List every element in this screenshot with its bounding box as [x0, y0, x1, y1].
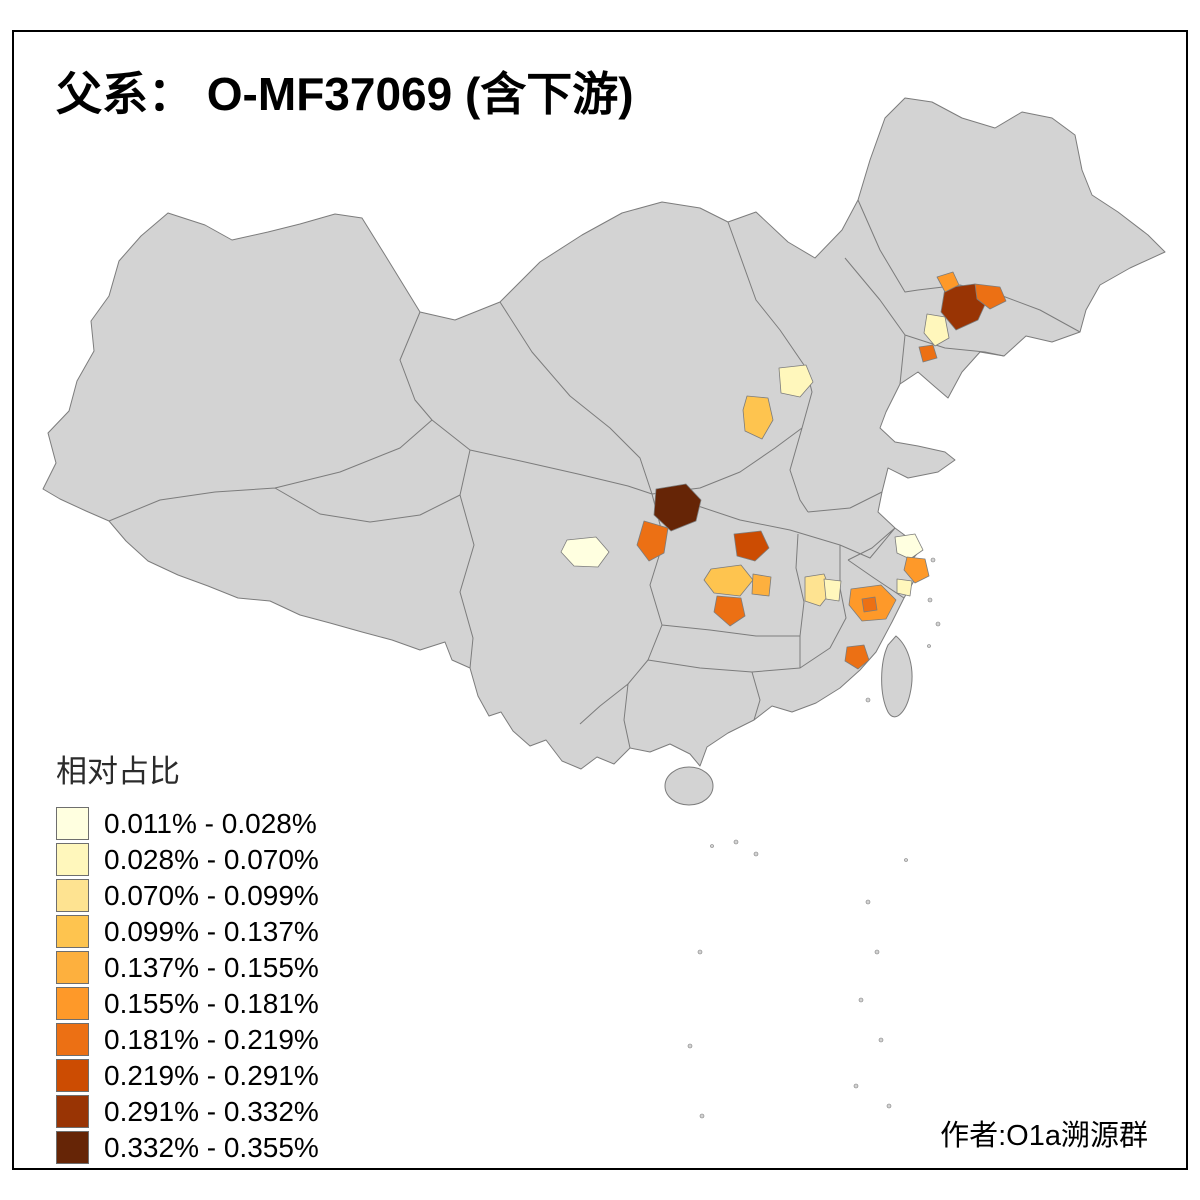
legend-label: 0.028% - 0.070% [104, 843, 319, 875]
region-zhejiang-pale-south [896, 578, 913, 597]
legend-item: 0.137% - 0.155% [56, 951, 319, 984]
map-root [42, 97, 1166, 1119]
region-fujian-orange [844, 644, 870, 670]
legend-swatch [56, 843, 89, 876]
region-hubei-gold-east [751, 573, 772, 597]
region-shaanxi-dark [653, 483, 702, 532]
legend-swatch [56, 1023, 89, 1056]
region-northeast-orange-north [936, 271, 960, 293]
small-islands [687, 557, 941, 1119]
legend-label: 0.332% - 0.355% [104, 1131, 319, 1163]
legend-item: 0.011% - 0.028% [56, 807, 319, 840]
legend-item: 0.181% - 0.219% [56, 1023, 319, 1056]
legend-swatch [56, 1095, 89, 1128]
legend-label: 0.099% - 0.137% [104, 915, 319, 947]
hainan-island [664, 766, 714, 806]
page-title: 父系： O-MF37069 (含下游) [56, 68, 634, 120]
region-jiangxi-orange-dark [861, 596, 878, 613]
legend-swatch [56, 987, 89, 1020]
legend-swatch [56, 1131, 89, 1164]
region-northeast-pale [923, 313, 950, 347]
region-zhejiang-orange [903, 556, 930, 584]
legend-label: 0.011% - 0.028% [104, 807, 317, 839]
region-hebei-pale [778, 364, 814, 398]
region-sichuan-cream [560, 536, 610, 568]
legend-label: 0.155% - 0.181% [104, 987, 319, 1019]
region-shaanxi-south-orange [636, 520, 669, 562]
region-northeast-orange-east [974, 283, 1007, 310]
highlight-regions [560, 271, 1007, 670]
mainland-outline [42, 97, 1166, 770]
legend-title: 相对占比 [56, 754, 180, 789]
legend: 相对占比 0.011% - 0.028% 0.028% - 0.070% 0.0… [56, 746, 319, 1167]
legend-label: 0.137% - 0.155% [104, 951, 319, 983]
legend-item: 0.070% - 0.099% [56, 879, 319, 912]
legend-item: 0.219% - 0.291% [56, 1059, 319, 1092]
legend-item: 0.291% - 0.332% [56, 1095, 319, 1128]
legend-label: 0.070% - 0.099% [104, 879, 319, 911]
legend-swatch [56, 879, 89, 912]
legend-item: 0.028% - 0.070% [56, 843, 319, 876]
region-hunan-pale-east [823, 578, 842, 602]
legend-swatch [56, 951, 89, 984]
region-shanxi-gold [742, 395, 774, 440]
attribution-text: 作者:O1a溯源群 [940, 1120, 1148, 1152]
legend-swatch [56, 1059, 89, 1092]
legend-swatch [56, 915, 89, 948]
region-hubei-gold-west [703, 564, 754, 597]
legend-item: 0.155% - 0.181% [56, 987, 319, 1020]
province-borders [108, 199, 1081, 749]
legend-item: 0.099% - 0.137% [56, 915, 319, 948]
legend-label: 0.181% - 0.219% [104, 1023, 319, 1055]
taiwan-island [881, 635, 913, 718]
region-zhejiang-pale-north [894, 533, 924, 560]
legend-label: 0.219% - 0.291% [104, 1059, 319, 1091]
region-henan-brown [733, 530, 770, 562]
legend-swatch [56, 807, 89, 840]
legend-label: 0.291% - 0.332% [104, 1095, 319, 1127]
region-hubei-orange-south [713, 595, 746, 627]
legend-item: 0.332% - 0.355% [56, 1131, 319, 1164]
region-liaoning-orange [918, 344, 938, 363]
